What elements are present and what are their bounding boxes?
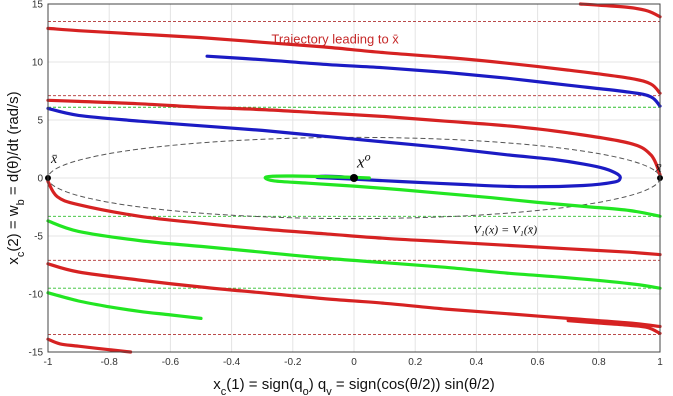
green-trajectory <box>46 219 662 290</box>
x-tick-label: -0.4 <box>223 357 241 368</box>
x-tick-label: 0.8 <box>592 357 606 368</box>
red-trajectory <box>578 2 662 19</box>
red-trajectory <box>46 26 662 95</box>
green-trajectory <box>263 174 662 218</box>
xbar-right-label: x̄ <box>654 161 662 176</box>
point-x-o <box>350 174 358 182</box>
level-set-label: V₁(x) = V₁(x̄) <box>473 223 537 237</box>
red-trajectory <box>46 262 662 329</box>
xbar-left-label: x̄ <box>50 152 58 167</box>
blue-trajectory <box>205 54 662 108</box>
y-tick-label: 5 <box>37 116 43 127</box>
x-tick-label: 0.2 <box>408 357 422 368</box>
y-tick-label: 10 <box>32 58 44 69</box>
x-tick-label: -1 <box>44 357 53 368</box>
x-tick-label: 0.4 <box>469 357 483 368</box>
red-trajectory <box>46 98 662 177</box>
y-tick-label: 15 <box>32 0 44 11</box>
plot-frame <box>47 3 661 353</box>
trajectories <box>46 2 662 354</box>
tick-labels: -1 -0.8 -0.6 -0.4 -0.2 0 0.2 0.4 0.6 0.8 1 -15 -10 -5… <box>29 0 664 368</box>
y-tick-label: -10 <box>29 290 44 301</box>
y-tick-label: 0 <box>37 174 43 185</box>
y-axis-label: xc(2) = wb = d(θ)/dt (rad/s) <box>5 91 27 264</box>
x-tick-label: 1 <box>657 357 663 368</box>
red-trajectory <box>46 337 133 354</box>
points <box>45 174 663 182</box>
y-tick-label: -5 <box>34 232 43 243</box>
red-trajectory <box>46 179 662 257</box>
y-tick-label: -15 <box>29 348 44 359</box>
green-trajectory <box>46 291 203 320</box>
x-tick-label: -0.2 <box>284 357 302 368</box>
trajectory-annotation: Trajectory leading to x̄ <box>271 31 399 46</box>
x-tick-label: -0.8 <box>101 357 119 368</box>
red-trajectory <box>566 319 662 335</box>
x-axis-label: xc(1) = sign(qo) qv = sign(cos(θ/2)) sin… <box>213 376 494 396</box>
x-tick-label: 0 <box>351 357 357 368</box>
x-tick-label: -0.6 <box>162 357 180 368</box>
x-tick-label: 0.6 <box>531 357 545 368</box>
